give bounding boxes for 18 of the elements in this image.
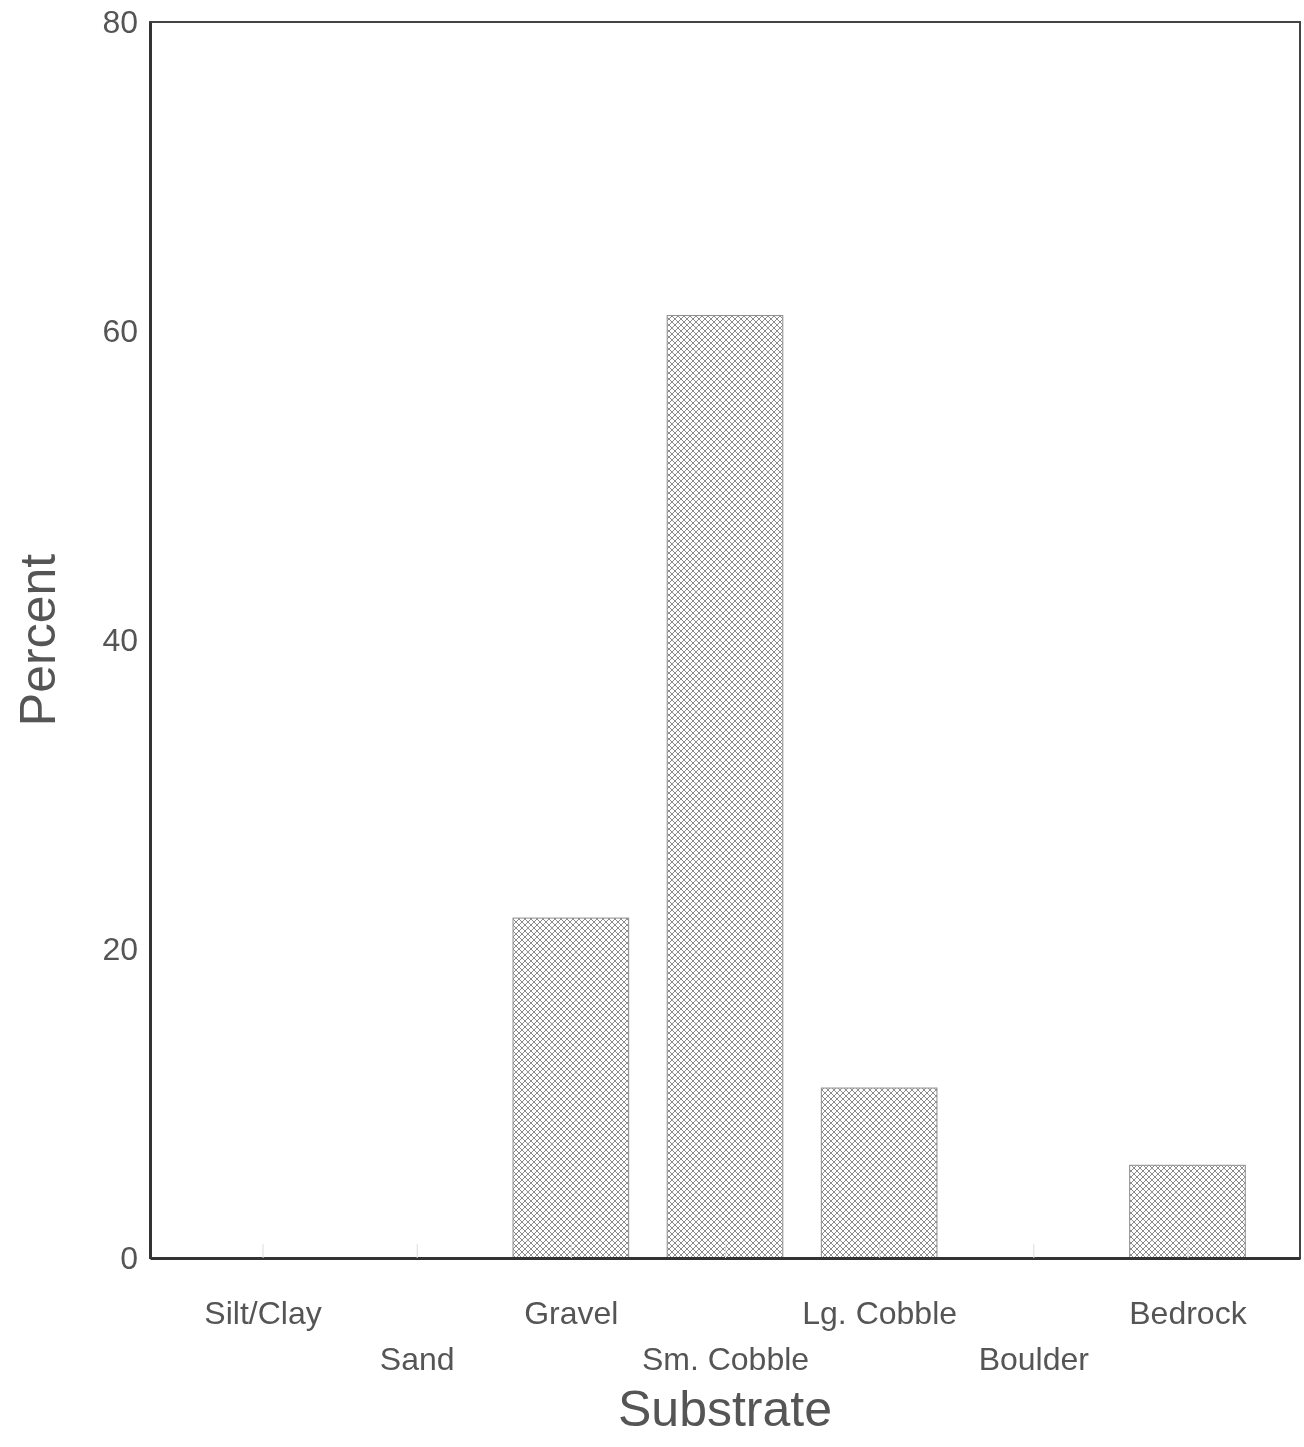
x-axis-title: Substrate — [617, 1381, 833, 1437]
y-tick-label: 20 — [102, 930, 138, 967]
x-tick-label: Sm. Cobble — [641, 1341, 810, 1377]
bar — [820, 1087, 938, 1259]
y-tick-label: 60 — [102, 312, 138, 349]
y-tick-label: 0 — [120, 1239, 138, 1276]
x-tick-label: Silt/Clay — [204, 1295, 322, 1331]
bar — [1129, 1164, 1246, 1259]
bar — [666, 315, 784, 1259]
x-tick-label: Boulder — [978, 1341, 1090, 1377]
y-tick-label: 80 — [102, 3, 138, 40]
x-tick-label: Lg. Cobble — [802, 1295, 958, 1331]
x-tick-label: Sand — [379, 1341, 455, 1377]
x-tick-label: Gravel — [524, 1295, 619, 1331]
x-tick-label: Bedrock — [1129, 1295, 1248, 1331]
bar — [512, 917, 630, 1259]
y-tick-label: 40 — [102, 621, 138, 658]
y-axis-title: Percent — [10, 553, 66, 727]
